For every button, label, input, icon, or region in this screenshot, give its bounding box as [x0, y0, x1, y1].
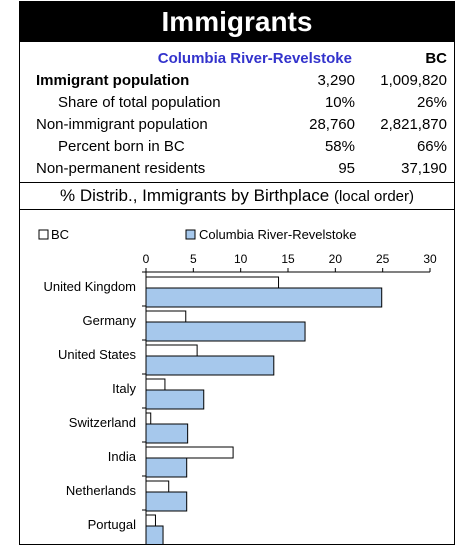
bar-bc	[145, 446, 234, 459]
stats-row-label: Percent born in BC	[58, 138, 185, 155]
stats-row-local-value: 95	[338, 160, 355, 177]
stats-row-label: Share of total population	[58, 94, 221, 111]
birthplace-chart: BC Columbia River-Revelstoke 0 5 10 15 20 25 30 U…	[20, 210, 454, 546]
x-tick-label: 20	[329, 252, 343, 266]
category-label: Switzerland	[69, 415, 136, 430]
bar-local	[145, 389, 205, 410]
x-tick-label: 5	[190, 252, 197, 266]
bar-local	[145, 287, 383, 308]
bar-bc	[145, 310, 187, 323]
bar-local	[145, 355, 275, 376]
stats-row: Share of total population 10% 26%	[20, 92, 454, 114]
category-label: United Kingdom	[44, 279, 137, 294]
bar-bc	[145, 514, 156, 527]
legend-swatch-bc	[38, 229, 49, 240]
category-label: Italy	[112, 381, 136, 396]
bar-bc	[145, 276, 280, 289]
bar-bc	[145, 412, 152, 425]
x-tick-label: 0	[143, 252, 150, 266]
legend-label-local: Columbia River-Revelstoke	[199, 227, 357, 242]
x-tick-label: 10	[234, 252, 248, 266]
stats-row: Percent born in BC 58% 66%	[20, 136, 454, 158]
chart-title-note: (local order)	[333, 188, 414, 205]
bar-bc	[145, 378, 166, 391]
x-tick-label: 15	[281, 252, 295, 266]
stats-row: Immigrant population 3,290 1,009,820	[20, 70, 454, 92]
panel-title: Immigrants	[20, 2, 454, 42]
stats-row: Non-immigrant population 28,760 2,821,87…	[20, 114, 454, 136]
stats-row-local-value: 58%	[324, 138, 355, 155]
category-label: India	[108, 449, 137, 464]
category-label: United States	[58, 347, 137, 362]
col-bc-header: BC	[425, 50, 447, 67]
stats-row-label: Non-permanent residents	[36, 160, 206, 177]
bar-chart-svg: BC Columbia River-Revelstoke 0 5 10 15 20 25 30 U…	[38, 227, 437, 546]
col-local-header: Columbia River-Revelstoke	[157, 50, 352, 67]
stats-row-bc-value: 1,009,820	[380, 72, 447, 89]
stats-row-label: Immigrant population	[36, 72, 190, 89]
bar-local	[145, 457, 188, 478]
stats-row-bc-value: 26%	[416, 94, 447, 111]
stats-row-local-value: 3,290	[317, 72, 355, 89]
stats-row-local-value: 10%	[324, 94, 355, 111]
x-tick-label: 30	[423, 252, 437, 266]
stats-row-bc-value: 66%	[416, 138, 447, 155]
stats-row-bc-value: 2,821,870	[380, 116, 447, 133]
bar-local	[145, 423, 189, 444]
bar-bc	[145, 480, 170, 493]
legend-label-bc: BC	[51, 227, 69, 242]
category-label: Netherlands	[66, 483, 137, 498]
category-label: Germany	[83, 313, 137, 328]
category-label: Portugal	[88, 517, 137, 532]
chart-title: % Distrib., Immigrants by Birthplace (lo…	[20, 182, 454, 210]
bar-bc	[145, 344, 198, 357]
stats-header-row: Columbia River-Revelstoke BC	[20, 48, 454, 70]
stats-row-bc-value: 37,190	[401, 160, 447, 177]
stats-row: Non-permanent residents 95 37,190	[20, 158, 454, 180]
bar-local	[145, 321, 306, 342]
bar-local	[145, 491, 188, 512]
stats-row-label: Non-immigrant population	[36, 116, 208, 133]
stats-table: Columbia River-Revelstoke BC Immigrant p…	[20, 42, 454, 182]
immigrants-panel: Immigrants Columbia River-Revelstoke BC …	[19, 1, 455, 546]
x-tick-label: 25	[376, 252, 390, 266]
stats-row-local-value: 28,760	[309, 116, 355, 133]
legend-swatch-local	[185, 229, 196, 240]
bar-local	[145, 525, 164, 546]
chart-title-main: % Distrib., Immigrants by Birthplace	[59, 186, 330, 205]
